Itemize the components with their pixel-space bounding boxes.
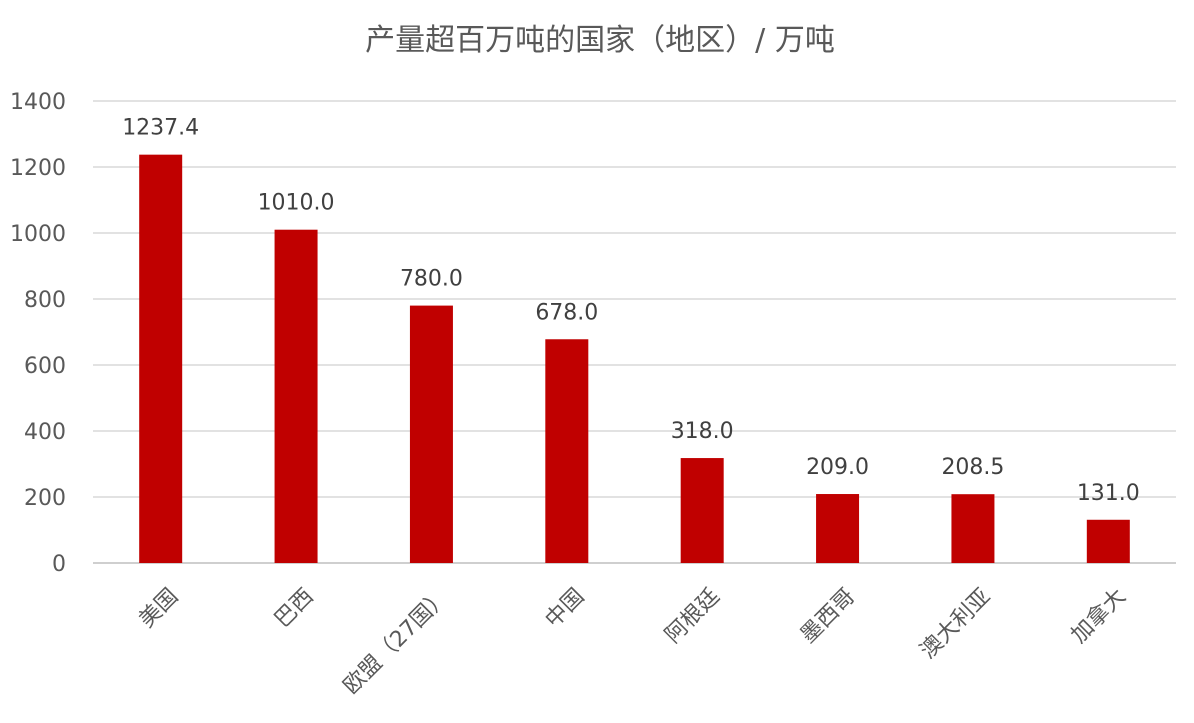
gridlines <box>93 100 1176 564</box>
bar <box>680 458 724 563</box>
x-tick-label: 阿根廷 <box>661 584 725 648</box>
bar <box>816 494 860 563</box>
x-tick-label: 美国 <box>135 584 184 633</box>
data-label: 678.0 <box>535 300 598 325</box>
x-tick-label: 欧盟（27国） <box>339 584 454 699</box>
chart-title: 产量超百万吨的国家（地区）/ 万吨 <box>365 23 835 58</box>
data-label: 318.0 <box>671 419 734 444</box>
bar <box>139 154 183 563</box>
bar <box>1086 519 1130 563</box>
data-label: 208.5 <box>941 455 1004 480</box>
y-tick-label: 1400 <box>10 90 66 115</box>
x-axis-ticks: 美国 巴西 欧盟（27国） 中国 阿根廷 墨西哥 澳大利亚 加拿大 <box>135 583 1131 699</box>
y-axis-ticks: 0 200 400 600 800 1000 1200 1400 <box>10 90 66 577</box>
y-tick-label: 800 <box>24 288 66 313</box>
y-tick-label: 1200 <box>10 156 66 181</box>
y-tick-label: 400 <box>24 420 66 445</box>
bar <box>409 305 453 563</box>
bar <box>951 494 995 563</box>
y-tick-label: 600 <box>24 354 66 379</box>
data-label: 1010.0 <box>258 191 335 216</box>
x-tick-label: 中国 <box>541 584 590 633</box>
data-label: 131.0 <box>1077 481 1140 506</box>
data-label: 780.0 <box>400 267 463 292</box>
bars <box>139 154 1130 563</box>
x-tick-label: 墨西哥 <box>796 584 860 648</box>
y-tick-label: 200 <box>24 486 66 511</box>
data-label: 1237.4 <box>122 116 199 141</box>
y-tick-label: 0 <box>52 552 66 577</box>
x-tick-label: 巴西 <box>270 584 319 633</box>
data-labels: 1237.4 1010.0 780.0 678.0 318.0 209.0 208.5 131… <box>122 116 1140 506</box>
y-tick-label: 1000 <box>10 222 66 247</box>
data-label: 209.0 <box>806 455 869 480</box>
bar <box>545 339 589 563</box>
x-tick-label: 澳大利亚 <box>916 584 996 664</box>
bar <box>274 229 318 563</box>
x-tick-label: 加拿大 <box>1066 583 1131 648</box>
